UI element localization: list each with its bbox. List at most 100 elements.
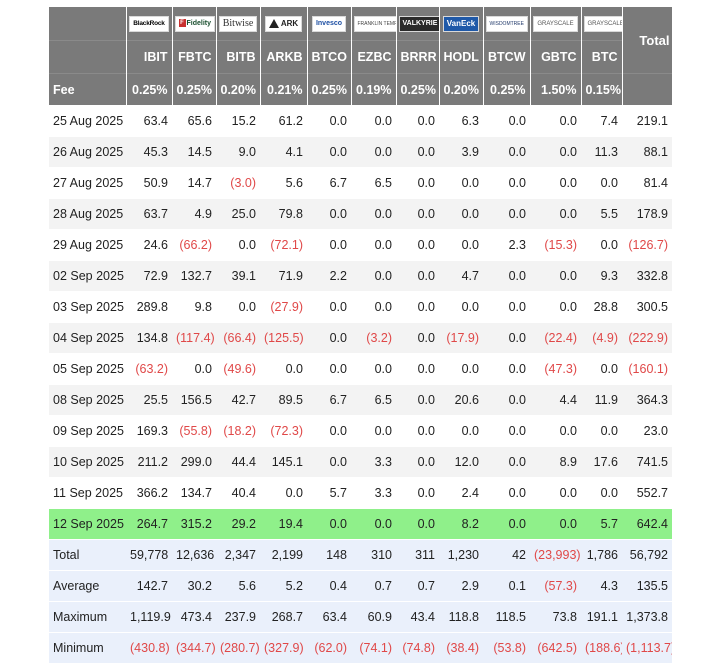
fidelity-logo: F Fidelity [174,15,215,32]
issuer-logo-cell: FRANKLIN TEMPLETON [351,7,397,41]
flow-cell: 0.0 [307,353,351,385]
fee-row: Fee 0.25% 0.25% 0.20% 0.21% 0.25% 0.19% 0.25% 0… [49,73,673,106]
table-header: BlackRock F Fidelity Bitwise ARK Invesco FRANK… [49,7,673,106]
summary-cell: (430.8) [126,632,172,663]
row-total: 332.8 [622,260,672,292]
table-row: 11 Sep 2025 366.2 134.7 40.4 0.0 5.7 3.3 0.0 2.4… [49,477,672,509]
row-total: 88.1 [622,136,672,168]
flow-cell: 45.3 [126,136,172,168]
fee-value: 0.25% [396,73,440,106]
fee-value: 0.25% [307,73,352,106]
table-row: 27 Aug 2025 50.9 14.7 (3.0) 5.6 6.7 6.5 0.0 0.0 0… [49,167,672,199]
flow-cell: 3.3 [351,477,396,509]
flow-cell: 0.0 [307,136,351,168]
table-row: 08 Sep 2025 25.5 156.5 42.7 89.5 6.7 6.5 0.0 20.… [49,384,672,416]
flow-cell: (63.2) [126,353,172,385]
flow-cell: 65.6 [172,105,216,137]
summary-cell: 311 [396,539,439,571]
flow-cell: 3.9 [439,136,483,168]
summary-cell: 473.4 [172,601,216,633]
flow-cell: 0.0 [483,105,530,137]
row-total: 642.4 [622,508,672,540]
daily-flow-rows: 25 Aug 2025 63.4 65.6 15.2 61.2 0.0 0.0 0.0 6.3 0… [49,105,672,540]
flow-cell: 72.9 [126,260,172,292]
flow-cell: 50.9 [126,167,172,199]
flow-cell: (4.9) [581,322,622,354]
flow-cell: (72.3) [260,415,307,447]
summary-total: 135.5 [622,570,672,602]
ark-triangle-icon [268,18,279,28]
wisdomtree-logo: WISDOMTREE [485,15,528,32]
summary-cell: 0.7 [396,570,439,602]
fee-label: Fee [49,73,127,106]
flow-cell: 0.0 [483,260,530,292]
ticker-header-arkb: ARKB [260,40,308,74]
flow-cell: 0.0 [216,229,260,261]
fee-value: 0.20% [439,73,484,106]
flow-cell: 40.4 [216,477,260,509]
flow-cell: 89.5 [260,384,307,416]
flow-cell: 0.0 [483,508,530,540]
flow-cell: 2.3 [483,229,530,261]
issuer-logo-cell: Bitwise [216,7,261,41]
flow-cell: 132.7 [172,260,216,292]
valkyrie-logo: VALKYRIE [398,15,438,32]
row-total: 552.7 [622,477,672,509]
flow-cell: 0.0 [396,477,439,509]
summary-total: 1,373.8 [622,601,672,633]
flow-cell: 145.1 [260,446,307,478]
ticker-header-btcw: BTCW [483,40,531,74]
issuer-logo-text: Fidelity [186,19,212,27]
flow-cell: 71.9 [260,260,307,292]
row-total: (126.7) [622,229,672,261]
flow-cell: 0.0 [216,291,260,323]
table-row: 29 Aug 2025 24.6 (66.2) 0.0 (72.1) 0.0 0.0 0.0 0… [49,229,672,261]
flow-cell: 0.0 [351,508,396,540]
fee-value: 0.25% [172,73,217,106]
row-total: 364.3 [622,384,672,416]
summary-cell: (74.1) [351,632,396,663]
flow-cell: (22.4) [530,322,581,354]
etf-flow-table: BlackRock F Fidelity Bitwise ARK Invesco FRANK… [49,7,673,663]
flow-cell: 0.0 [396,415,439,447]
grayscale-logo: GRAYSCALE [533,15,578,32]
summary-cell: 5.2 [260,570,307,602]
summary-cell: (23,993) [530,539,581,571]
flow-cell: 134.8 [126,322,172,354]
table-row: 02 Sep 2025 72.9 132.7 39.1 71.9 2.2 0.0 0.0 4.7… [49,260,672,292]
flow-cell: 0.0 [530,167,581,199]
flow-cell: 0.0 [396,322,439,354]
flow-cell: 0.0 [483,322,530,354]
flow-cell: 9.8 [172,291,216,323]
flow-cell: 4.4 [530,384,581,416]
summary-cell: (74.8) [396,632,439,663]
flow-cell: 4.1 [260,136,307,168]
summary-cell: 2.9 [439,570,483,602]
flow-cell: 25.5 [126,384,172,416]
bitwise-logo: Bitwise [218,15,258,32]
flow-cell: 39.1 [216,260,260,292]
summary-cell: 118.8 [439,601,483,633]
summary-cell: 268.7 [260,601,307,633]
flow-cell: 211.2 [126,446,172,478]
summary-label: Average [49,570,126,602]
row-total: 219.1 [622,105,672,137]
ticker-header-bitb: BITB [216,40,261,74]
flow-cell: 8.9 [530,446,581,478]
flow-cell: 0.0 [351,415,396,447]
summary-cell: 310 [351,539,396,571]
flow-cell: (47.3) [530,353,581,385]
flow-cell: 0.0 [530,198,581,230]
summary-cell: 142.7 [126,570,172,602]
row-date: 09 Sep 2025 [49,415,126,447]
fee-value: 0.20% [216,73,261,106]
flow-cell: 0.0 [172,353,216,385]
summary-label: Maximum [49,601,126,633]
flow-cell: 0.0 [530,105,581,137]
summary-row-average: Average 142.7 30.2 5.6 5.2 0.4 0.7 0.7 2.9 0.1 (57… [49,570,672,602]
flow-cell: 63.4 [126,105,172,137]
flow-cell: 0.0 [581,415,622,447]
ticker-header-btco: BTCO [307,40,352,74]
flow-cell: 0.0 [439,415,483,447]
issuer-logo-row: BlackRock F Fidelity Bitwise ARK Invesco FRANK… [49,7,673,74]
